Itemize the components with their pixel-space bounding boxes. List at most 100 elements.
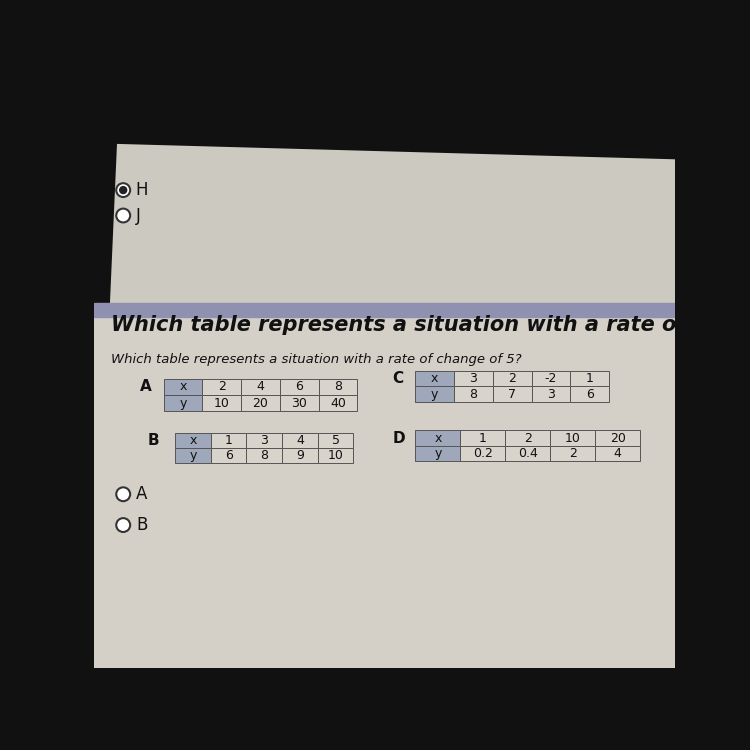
Bar	[247, 448, 282, 464]
Text: B: B	[148, 433, 160, 448]
Text: 4: 4	[614, 447, 622, 460]
Text: 10: 10	[214, 397, 230, 410]
Bar	[454, 386, 493, 402]
Circle shape	[116, 183, 130, 197]
Text: Which table represents a situation with a rate of change of 5?: Which table represents a situation with …	[111, 352, 521, 366]
Text: 2: 2	[568, 447, 577, 460]
Text: 9: 9	[296, 449, 304, 462]
Text: 3: 3	[470, 372, 478, 386]
Bar	[94, 303, 675, 317]
Text: 40: 40	[330, 397, 346, 410]
Bar	[202, 379, 241, 395]
Text: 10: 10	[328, 449, 344, 462]
Text: 6: 6	[225, 449, 232, 462]
Bar	[460, 446, 506, 461]
Bar	[532, 371, 570, 386]
Text: 0.4: 0.4	[518, 447, 538, 460]
Bar	[493, 386, 532, 402]
Bar	[280, 395, 319, 411]
Circle shape	[116, 518, 130, 532]
Bar	[175, 433, 211, 448]
Bar	[318, 448, 353, 464]
Text: x: x	[431, 372, 439, 386]
Bar	[570, 371, 609, 386]
Text: 1: 1	[225, 433, 232, 447]
Bar	[318, 433, 353, 448]
Bar	[247, 433, 282, 448]
Bar	[280, 379, 319, 395]
Text: 4: 4	[256, 380, 264, 393]
Text: 20: 20	[253, 397, 268, 410]
Bar	[416, 446, 460, 461]
Text: H: H	[136, 181, 148, 199]
Bar	[282, 433, 318, 448]
Bar	[416, 386, 454, 402]
Bar	[241, 379, 280, 395]
Text: 2: 2	[509, 372, 516, 386]
Text: B: B	[136, 516, 148, 534]
Text: 20: 20	[610, 431, 626, 445]
Bar	[543, 90, 675, 182]
Text: y: y	[434, 447, 442, 460]
Text: 2: 2	[524, 431, 532, 445]
Bar	[211, 433, 247, 448]
Bar	[493, 371, 532, 386]
Bar	[164, 395, 202, 411]
Bar	[506, 446, 550, 461]
Circle shape	[116, 488, 130, 501]
Text: 3: 3	[260, 433, 268, 447]
Text: J: J	[136, 206, 140, 224]
Bar	[164, 379, 202, 395]
Bar	[319, 379, 357, 395]
Text: 1: 1	[586, 372, 594, 386]
Bar	[94, 90, 675, 152]
Text: y: y	[189, 449, 196, 462]
Bar	[94, 317, 675, 668]
Bar	[550, 430, 596, 445]
Text: A: A	[136, 485, 148, 503]
Circle shape	[120, 187, 127, 194]
Text: 7: 7	[509, 388, 516, 400]
Bar	[532, 386, 570, 402]
Bar	[596, 430, 640, 445]
Bar	[570, 386, 609, 402]
Polygon shape	[94, 144, 675, 668]
Text: 3: 3	[547, 388, 555, 400]
Text: y: y	[431, 388, 439, 400]
Bar	[319, 395, 357, 411]
Text: 5: 5	[332, 433, 340, 447]
Text: x: x	[189, 433, 196, 447]
Text: 2: 2	[217, 380, 226, 393]
Text: C: C	[392, 371, 404, 386]
Bar	[211, 448, 247, 464]
Text: 30: 30	[291, 397, 307, 410]
Text: 8: 8	[334, 380, 342, 393]
Text: 6: 6	[296, 380, 303, 393]
Text: -2: -2	[544, 372, 557, 386]
Text: Which table represents a situation with a rate of change of 5? *: Which table represents a situation with …	[111, 315, 750, 334]
Bar	[596, 446, 640, 461]
Text: 8: 8	[470, 388, 478, 400]
Text: 0.2: 0.2	[472, 447, 493, 460]
Text: x: x	[434, 431, 442, 445]
Text: A: A	[140, 379, 152, 394]
Text: 8: 8	[260, 449, 268, 462]
Bar	[460, 430, 506, 445]
Bar	[241, 395, 280, 411]
Bar	[416, 371, 454, 386]
Text: 1: 1	[478, 431, 487, 445]
Text: D: D	[392, 430, 405, 445]
Bar	[454, 371, 493, 386]
Bar	[550, 446, 596, 461]
Text: 6: 6	[586, 388, 594, 400]
Circle shape	[116, 209, 130, 223]
Bar	[175, 448, 211, 464]
Text: 4: 4	[296, 433, 304, 447]
Bar	[506, 430, 550, 445]
Bar	[282, 448, 318, 464]
Bar	[416, 430, 460, 445]
Bar	[202, 395, 241, 411]
Text: x: x	[179, 380, 187, 393]
Text: 10: 10	[565, 431, 580, 445]
Text: y: y	[179, 397, 187, 410]
